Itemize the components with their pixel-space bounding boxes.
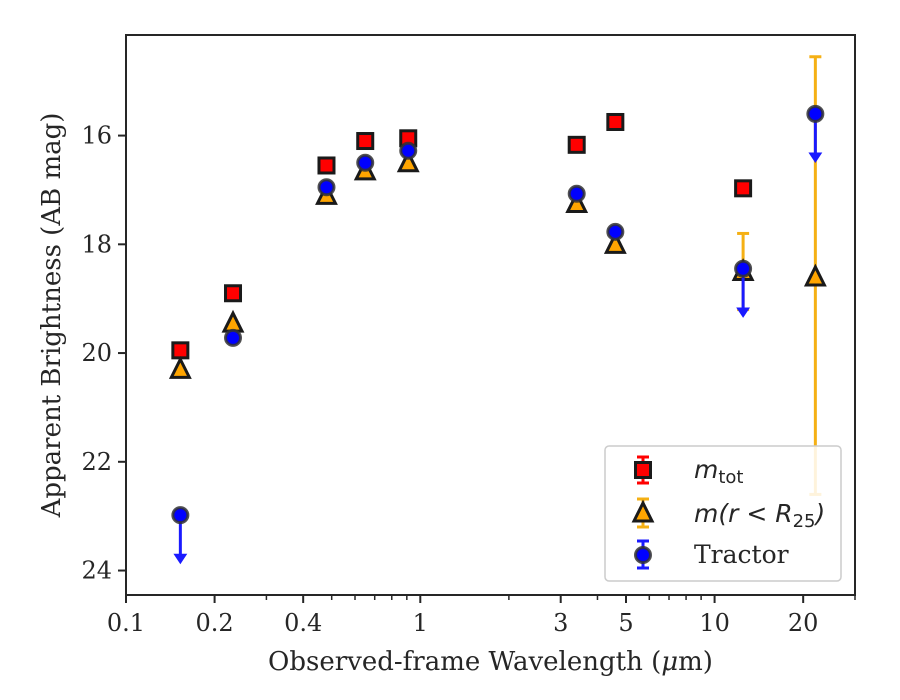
legend-label-mr25: m(r < R25) [694, 499, 825, 532]
x-tick-label-1: 0.2 [196, 609, 234, 637]
plot-frame [125, 34, 856, 596]
x-tick-label-3: 1 [413, 609, 428, 637]
tractor-upper-limit-0-head [173, 553, 188, 565]
tractor-point-7 [734, 259, 753, 278]
axes: 0.1 0.2 0.4 1 3 5 10 20 16 18 20 22 24 [81, 122, 856, 637]
y-tick-label-3: 22 [81, 448, 112, 476]
tractor-upper-limit-7-head [736, 307, 751, 318]
legend: mtot m(r < R25) Tractor [604, 445, 842, 582]
mr25-point-0 [168, 356, 192, 379]
x-tick-label-4: 3 [553, 609, 568, 637]
legend-item-mr25: m(r < R25) [631, 497, 825, 532]
x-tick-label-6: 10 [699, 609, 730, 637]
tractor-point-4 [399, 141, 418, 160]
mtot-point-2 [317, 156, 336, 175]
y-tick-label-0: 16 [81, 122, 112, 150]
x-tick-label-0: 0.1 [107, 609, 145, 637]
legend-box [604, 445, 842, 582]
mr25-point-6 [603, 230, 627, 254]
tractor-point-6 [606, 222, 625, 241]
plot-area [168, 55, 827, 565]
legend-label-mtot: mtot [694, 455, 744, 488]
tractor-upper-limit-8-head [808, 152, 823, 163]
legend-item-mtot: mtot [634, 455, 744, 488]
x-tick-label-5: 5 [618, 609, 633, 637]
legend-marker-tractor [634, 539, 652, 570]
mtot-point-1 [224, 284, 243, 303]
mr25-point-8 [803, 263, 827, 287]
legend-marker-mtot [634, 455, 652, 485]
x-axis-label: Observed-frame Wavelength (μm) [268, 647, 713, 677]
tractor-point-0 [171, 506, 190, 525]
legend-label-tractor: Tractor [694, 540, 789, 569]
tractor-point-5 [567, 184, 586, 203]
mtot-point-5 [567, 135, 586, 154]
y-axis-label: Apparent Brightness (AB mag) [37, 113, 67, 519]
mtot-point-0 [171, 341, 190, 360]
y-tick-label-2: 20 [81, 339, 112, 367]
y-tick-label-1: 18 [81, 230, 112, 258]
x-tick-label-7: 20 [788, 609, 819, 637]
legend-item-tractor: Tractor [634, 539, 789, 570]
legend-marker-mr25 [631, 497, 655, 529]
tractor-point-8 [806, 104, 825, 123]
x-tick-label-2: 0.4 [284, 609, 322, 637]
mtot-point-6 [606, 112, 625, 131]
mr25-point-4 [396, 149, 420, 173]
mtot-point-3 [356, 132, 375, 151]
tractor-point-2 [317, 178, 336, 197]
tractor-point-3 [356, 153, 375, 172]
mtot-point-7 [734, 179, 753, 198]
y-tick-label-4: 24 [81, 557, 112, 585]
tractor-point-1 [224, 328, 243, 347]
